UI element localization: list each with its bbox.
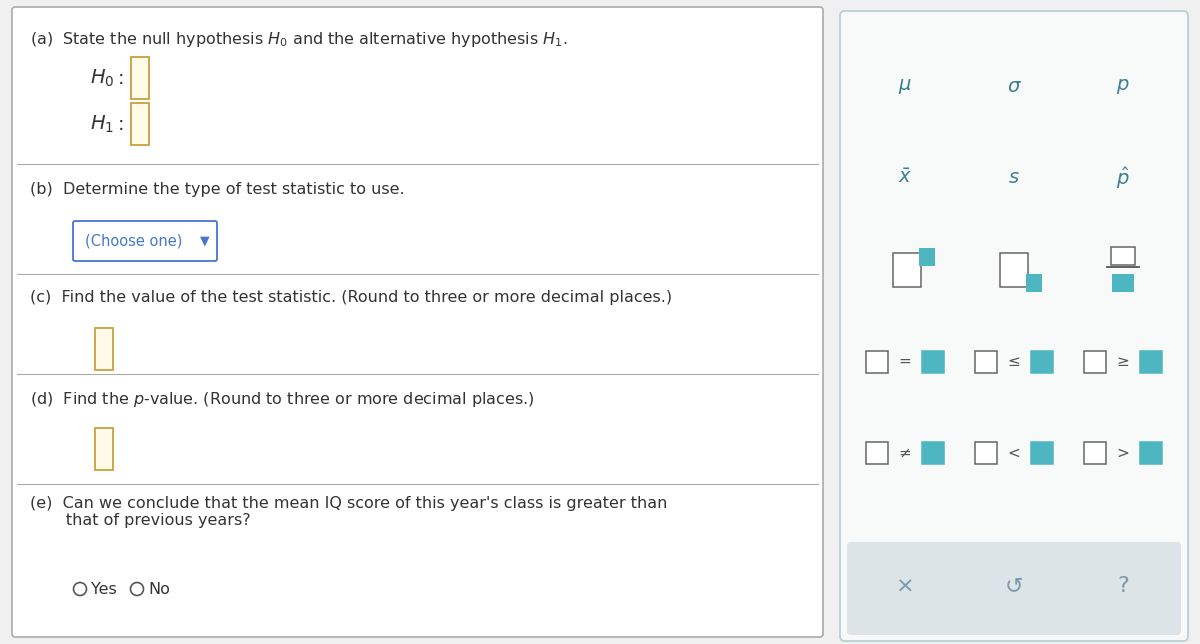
Text: ≤: ≤: [1008, 354, 1020, 369]
Text: ▼: ▼: [200, 234, 210, 247]
Bar: [1031, 350, 1054, 372]
Text: ≥: ≥: [1117, 354, 1129, 369]
Text: $\hat{p}$: $\hat{p}$: [1116, 165, 1129, 191]
Bar: [974, 350, 997, 372]
Text: $H_1$: $H_1$: [90, 113, 114, 135]
Text: $\mu$: $\mu$: [898, 77, 912, 95]
Bar: [95, 428, 113, 470]
Text: (d)  Find the $p$-value. (Round to three or more decimal places.): (d) Find the $p$-value. (Round to three …: [30, 390, 534, 409]
FancyBboxPatch shape: [847, 542, 1181, 635]
Bar: [131, 103, 149, 145]
Bar: [1140, 442, 1162, 464]
Text: (Choose one): (Choose one): [85, 234, 182, 249]
FancyBboxPatch shape: [73, 221, 217, 261]
Bar: [1026, 274, 1042, 292]
Bar: [95, 328, 113, 370]
Text: $s$: $s$: [1008, 169, 1020, 187]
Text: $\bar{x}$: $\bar{x}$: [898, 169, 912, 187]
FancyBboxPatch shape: [840, 11, 1188, 641]
Text: $\sigma$: $\sigma$: [1007, 77, 1021, 95]
Text: (e)  Can we conclude that the mean IQ score of this year's class is greater than: (e) Can we conclude that the mean IQ sco…: [30, 496, 667, 528]
Bar: [1084, 442, 1106, 464]
Bar: [866, 442, 888, 464]
Bar: [866, 350, 888, 372]
Text: ×: ×: [895, 576, 914, 596]
Bar: [1112, 274, 1134, 292]
Bar: [1140, 350, 1162, 372]
Text: $H_0$: $H_0$: [90, 68, 114, 89]
Bar: [1031, 442, 1054, 464]
Text: >: >: [1117, 446, 1129, 461]
Text: $p$: $p$: [1116, 77, 1129, 95]
Text: No: No: [148, 582, 170, 596]
Text: ≠: ≠: [899, 446, 911, 461]
Bar: [919, 248, 935, 266]
Bar: [893, 252, 922, 287]
Bar: [922, 442, 944, 464]
Text: (b)  Determine the type of test statistic to use.: (b) Determine the type of test statistic…: [30, 182, 404, 197]
Text: (a)  State the null hypothesis $H_0$ and the alternative hypothesis $H_1$.: (a) State the null hypothesis $H_0$ and …: [30, 30, 568, 49]
Text: <: <: [1008, 446, 1020, 461]
Bar: [1111, 247, 1135, 265]
FancyBboxPatch shape: [12, 7, 823, 637]
Text: Yes: Yes: [91, 582, 116, 596]
Text: :: :: [118, 115, 125, 133]
Text: (c)  Find the value of the test statistic. (Round to three or more decimal place: (c) Find the value of the test statistic…: [30, 290, 672, 305]
Bar: [922, 350, 944, 372]
Text: =: =: [899, 354, 911, 369]
Bar: [1000, 252, 1028, 287]
Bar: [974, 442, 997, 464]
Text: ?: ?: [1117, 576, 1129, 596]
Bar: [1084, 350, 1106, 372]
Text: :: :: [118, 68, 125, 88]
Bar: [131, 57, 149, 99]
Text: ↺: ↺: [1004, 576, 1024, 596]
